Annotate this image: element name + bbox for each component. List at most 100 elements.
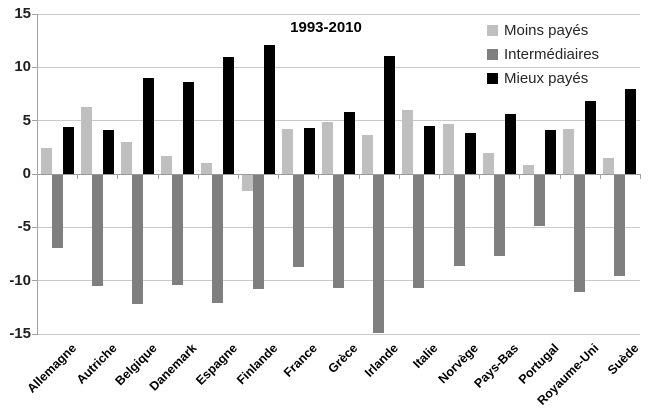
x-category-label: France bbox=[281, 341, 321, 380]
x-category-label: Finlande bbox=[233, 341, 281, 388]
y-tick-label: 5 bbox=[22, 111, 31, 129]
gridline bbox=[37, 333, 640, 335]
gridline bbox=[37, 120, 640, 122]
bar bbox=[292, 175, 304, 267]
category-axis-tick bbox=[519, 174, 521, 179]
bar bbox=[183, 82, 195, 174]
legend-item: Mieux payés bbox=[487, 66, 599, 90]
category-axis-tick bbox=[278, 174, 280, 179]
category-axis-tick bbox=[599, 174, 601, 179]
x-category-label: Italie bbox=[410, 341, 441, 372]
bar bbox=[614, 175, 626, 277]
category-axis-tick bbox=[640, 174, 641, 179]
plot-area bbox=[37, 13, 641, 335]
bar bbox=[241, 175, 253, 191]
category-axis-tick bbox=[479, 174, 481, 179]
category-axis-tick bbox=[318, 174, 320, 179]
x-category-label: Espagne bbox=[193, 341, 240, 388]
bar bbox=[523, 165, 534, 174]
legend-label: Mieux payés bbox=[504, 69, 589, 87]
zero-gridline bbox=[37, 173, 640, 175]
bar bbox=[263, 44, 275, 174]
y-tick-label: -5 bbox=[17, 218, 31, 236]
legend-marker bbox=[487, 72, 498, 84]
bar bbox=[161, 155, 173, 174]
y-axis-tick bbox=[32, 66, 37, 68]
bar bbox=[534, 175, 545, 227]
bar bbox=[453, 175, 465, 266]
legend-label: Intermédiaires bbox=[504, 45, 600, 63]
category-axis-tick bbox=[117, 174, 119, 179]
bar bbox=[625, 88, 637, 174]
legend-item: Intermédiaires bbox=[487, 42, 599, 66]
y-tick-label: -10 bbox=[9, 271, 31, 289]
y-axis-line bbox=[37, 14, 38, 335]
y-axis-tick bbox=[32, 13, 37, 15]
legend-item: Moins payés bbox=[487, 18, 599, 42]
y-tick-label: -15 bbox=[9, 325, 31, 342]
bar bbox=[563, 129, 575, 174]
x-category-label: Allemagne bbox=[24, 341, 80, 396]
category-axis-tick bbox=[197, 174, 199, 179]
bar bbox=[603, 158, 615, 174]
y-axis-tick bbox=[32, 120, 37, 122]
bar bbox=[482, 152, 494, 174]
bar bbox=[223, 56, 235, 174]
y-axis-tick bbox=[32, 226, 37, 228]
category-axis-tick bbox=[238, 174, 239, 179]
x-category-label: Autriche bbox=[73, 341, 120, 387]
bar bbox=[40, 148, 52, 174]
category-axis-tick bbox=[157, 174, 159, 179]
category-axis-tick bbox=[439, 174, 440, 179]
bar bbox=[442, 123, 454, 174]
bar bbox=[212, 175, 224, 303]
bar bbox=[504, 114, 516, 174]
x-category-label: Grèce bbox=[325, 341, 361, 376]
bar bbox=[102, 130, 114, 174]
x-category-label: Suède bbox=[605, 341, 642, 378]
y-axis-tick bbox=[32, 280, 37, 282]
bar bbox=[424, 126, 436, 174]
bar bbox=[322, 121, 333, 174]
bar bbox=[252, 175, 264, 290]
legend-marker bbox=[487, 24, 498, 36]
legend-label: Moins payés bbox=[504, 21, 589, 39]
bar bbox=[201, 163, 213, 174]
bar bbox=[402, 110, 414, 174]
y-axis-tick bbox=[32, 333, 37, 335]
bar bbox=[172, 175, 184, 285]
bar bbox=[362, 134, 374, 174]
y-tick-label: 0 bbox=[22, 165, 31, 182]
bar bbox=[80, 106, 92, 174]
bar bbox=[62, 127, 74, 174]
y-tick-label: 10 bbox=[14, 58, 31, 76]
bar bbox=[574, 175, 586, 293]
y-axis-tick bbox=[32, 173, 37, 175]
category-axis-tick bbox=[559, 174, 561, 179]
bar bbox=[91, 175, 103, 286]
gridline bbox=[37, 66, 640, 68]
bar bbox=[384, 55, 396, 174]
bar bbox=[51, 175, 63, 248]
bar bbox=[373, 175, 385, 333]
bar bbox=[281, 129, 293, 174]
bar bbox=[333, 175, 344, 289]
bar bbox=[303, 128, 315, 174]
bar bbox=[413, 175, 425, 289]
bar bbox=[121, 142, 132, 174]
category-axis-tick bbox=[77, 174, 79, 179]
bar bbox=[344, 112, 355, 174]
y-tick-label: 15 bbox=[14, 5, 31, 22]
bar bbox=[464, 133, 476, 174]
bar bbox=[493, 175, 505, 257]
bar bbox=[585, 101, 597, 174]
legend: Moins payés Intermédiaires Mieux payés bbox=[487, 18, 599, 90]
gridline bbox=[37, 13, 640, 15]
legend-marker bbox=[487, 48, 498, 60]
bar bbox=[545, 130, 556, 174]
category-axis-tick bbox=[398, 174, 400, 179]
category-axis-tick bbox=[358, 174, 360, 179]
x-category-label: Irlande bbox=[361, 341, 401, 380]
bar bbox=[143, 78, 154, 174]
